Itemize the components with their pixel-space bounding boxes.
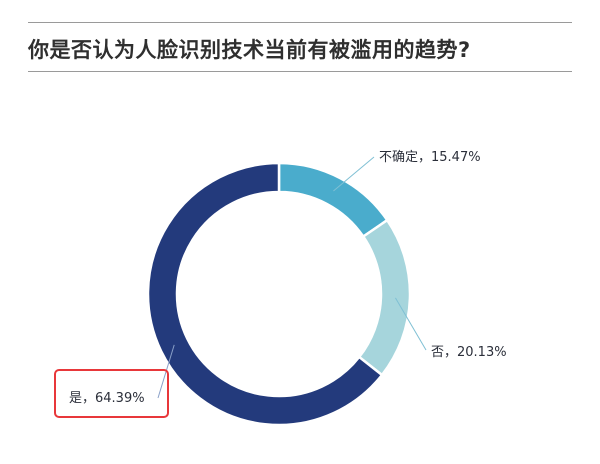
leader-line-2 xyxy=(395,297,427,351)
title-bottom-rule xyxy=(28,71,572,72)
slice-label-1: 不确定，15.47% xyxy=(379,150,481,165)
donut-slice-3 xyxy=(146,161,384,427)
title-top-rule xyxy=(28,22,572,23)
chart-title: 你是否认为人脸识别技术当前有被滥用的趋势? xyxy=(28,38,471,62)
slice-labels: 不确定，15.47% 否，20.13% 是，64.39% xyxy=(69,150,507,406)
leader-line-1 xyxy=(333,156,375,192)
donut-slice-1 xyxy=(277,161,389,239)
slice-label-2: 否，20.13% xyxy=(431,345,507,360)
donut-slices xyxy=(146,161,412,427)
donut-slice-2 xyxy=(357,218,412,377)
highlight-box xyxy=(54,369,169,418)
slice-label-3: 是，64.39% xyxy=(69,391,145,406)
